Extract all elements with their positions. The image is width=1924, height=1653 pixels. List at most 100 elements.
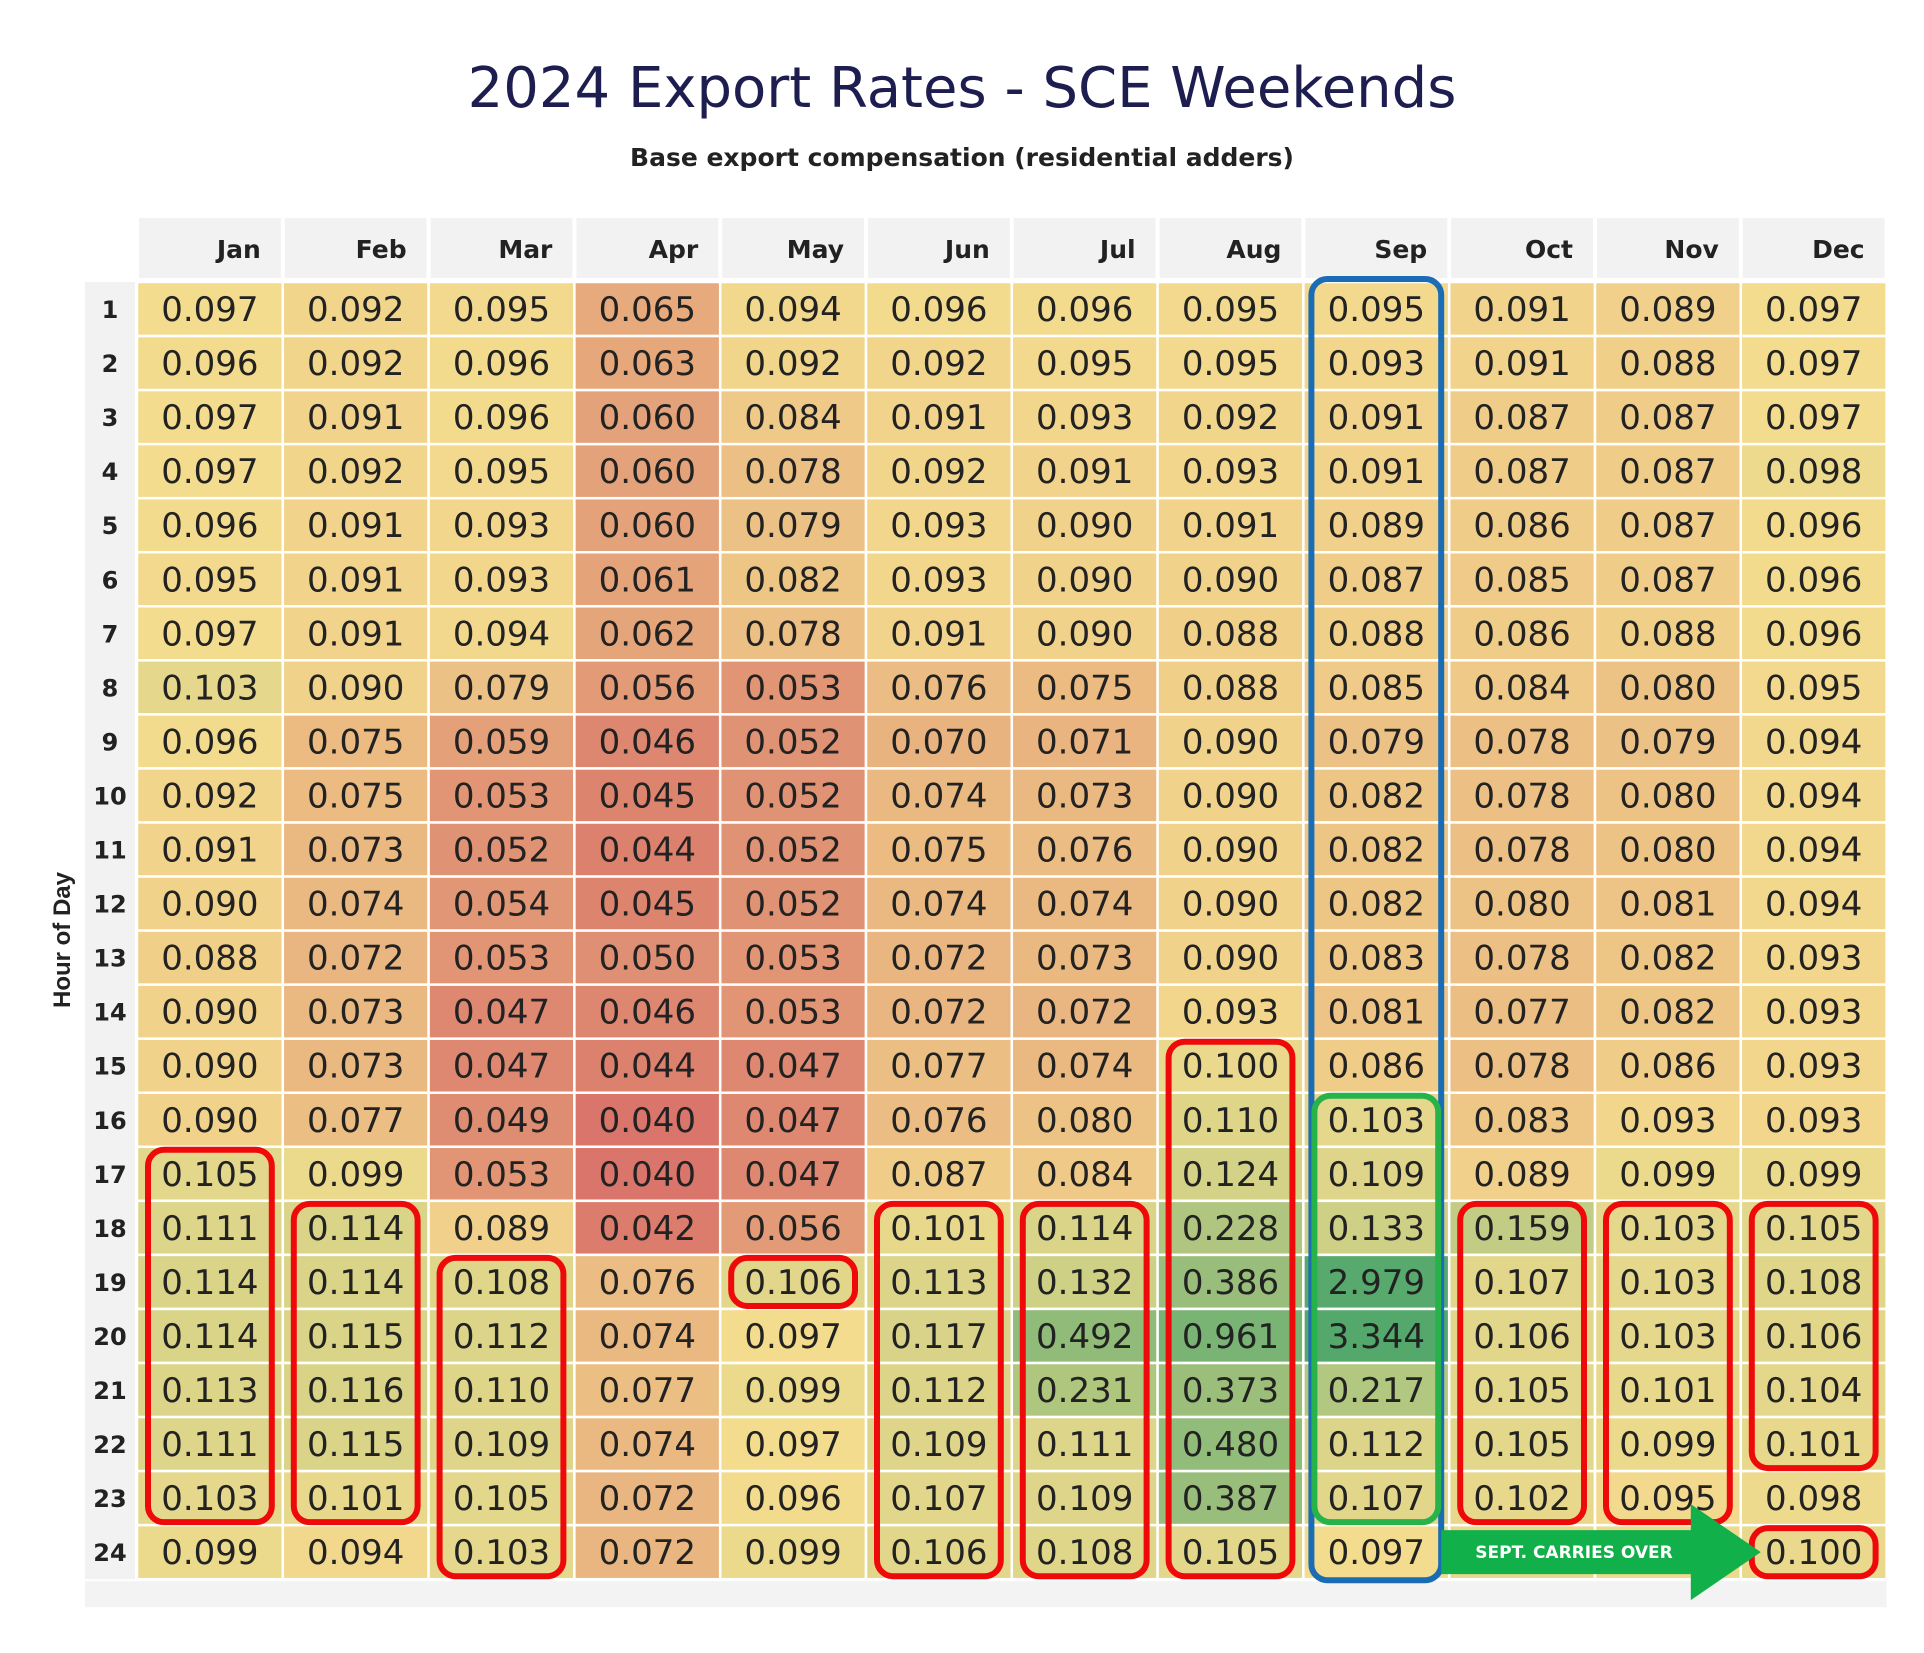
heatmap-cell bbox=[1593, 1253, 1743, 1311]
heatmap-cell bbox=[1593, 821, 1743, 878]
heatmap-cell bbox=[1302, 388, 1451, 446]
heatmap-cell bbox=[1447, 496, 1597, 554]
cell-value: 0.114 bbox=[307, 1209, 404, 1249]
cell-value: 0.070 bbox=[890, 722, 987, 762]
column-header: Dec bbox=[1812, 235, 1865, 264]
cell-value: 0.094 bbox=[1765, 831, 1862, 871]
cell-value: 0.099 bbox=[744, 1371, 841, 1411]
cell-value: 0.088 bbox=[1328, 614, 1425, 654]
cell-value: 0.090 bbox=[1182, 831, 1279, 871]
cell-value: 0.074 bbox=[599, 1317, 696, 1357]
cell-value: 0.091 bbox=[307, 560, 404, 600]
cell-value: 0.042 bbox=[599, 1209, 696, 1249]
cell-value: 0.060 bbox=[599, 506, 696, 546]
cell-value: 0.053 bbox=[744, 668, 841, 708]
cell-value: 0.091 bbox=[307, 398, 404, 438]
cell-value: 0.054 bbox=[453, 885, 550, 925]
heatmap-cell bbox=[1739, 1091, 1888, 1149]
heatmap-cell bbox=[1739, 1469, 1888, 1527]
column-headers: Jan Feb Mar Apr May Jun Jul Aug Sep Oct Nov Dec bbox=[139, 218, 1885, 278]
cell-value: 0.099 bbox=[744, 1533, 841, 1573]
heatmap-cell bbox=[281, 334, 430, 392]
heatmap-cell bbox=[1593, 442, 1743, 500]
cell-value: 0.059 bbox=[453, 722, 550, 762]
cell-value: 0.099 bbox=[307, 1155, 404, 1195]
cell-value: 0.091 bbox=[1036, 452, 1133, 492]
cell-value: 0.096 bbox=[744, 1479, 841, 1519]
cell-value: 0.093 bbox=[1765, 993, 1862, 1033]
heatmap-cell bbox=[427, 875, 576, 932]
cell-value: 0.090 bbox=[1036, 560, 1133, 600]
cell-value: 0.075 bbox=[1036, 668, 1133, 708]
cell-value: 0.105 bbox=[1182, 1533, 1279, 1573]
cell-value: 0.085 bbox=[1328, 668, 1425, 708]
cell-value: 0.107 bbox=[890, 1479, 987, 1519]
cell-value: 0.102 bbox=[1473, 1479, 1570, 1519]
cell-value: 0.075 bbox=[307, 776, 404, 816]
heatmap-cell bbox=[1156, 388, 1305, 446]
heatmap-cell bbox=[1010, 875, 1159, 932]
cell-value: 0.103 bbox=[1328, 1101, 1425, 1141]
heatmap-cell bbox=[427, 1037, 576, 1094]
cell-value: 2.979 bbox=[1328, 1263, 1425, 1303]
cell-value: 0.105 bbox=[1473, 1425, 1570, 1465]
heatmap-cell bbox=[1593, 713, 1743, 770]
heatmap-cell bbox=[427, 713, 576, 770]
heatmap-cell bbox=[135, 983, 285, 1040]
cell-value: 0.090 bbox=[1182, 939, 1279, 979]
heatmap-cell bbox=[1302, 821, 1451, 878]
cell-value: 0.095 bbox=[161, 560, 258, 600]
cell-value: 0.096 bbox=[1036, 290, 1133, 330]
cell-value: 0.053 bbox=[744, 939, 841, 979]
heatmap-cell bbox=[1156, 1469, 1305, 1527]
cell-value: 0.053 bbox=[453, 939, 550, 979]
row-label: 2 bbox=[102, 350, 119, 378]
column-header: Jun bbox=[943, 235, 990, 264]
cell-value: 0.112 bbox=[890, 1371, 987, 1411]
row-label: 10 bbox=[93, 782, 126, 810]
cell-value: 0.092 bbox=[1182, 398, 1279, 438]
heatmap-cell bbox=[864, 551, 1014, 608]
cell-value: 0.098 bbox=[1765, 452, 1862, 492]
column-header: Jan bbox=[215, 235, 261, 264]
cell-value: 0.083 bbox=[1473, 1101, 1570, 1141]
heatmap-cell bbox=[1447, 1415, 1597, 1473]
cell-value: 0.078 bbox=[1473, 831, 1570, 871]
heatmap-cell bbox=[135, 1415, 285, 1473]
cell-value: 0.092 bbox=[744, 344, 841, 384]
cell-value: 0.096 bbox=[1765, 614, 1862, 654]
cell-value: 0.053 bbox=[744, 993, 841, 1033]
cell-value: 0.095 bbox=[453, 290, 550, 330]
cell-value: 0.097 bbox=[161, 290, 258, 330]
cell-value: 0.103 bbox=[161, 668, 258, 708]
cell-value: 0.047 bbox=[744, 1101, 841, 1141]
cell-value: 0.079 bbox=[1619, 722, 1716, 762]
cell-value: 0.086 bbox=[1619, 1047, 1716, 1087]
cell-value: 0.052 bbox=[744, 885, 841, 925]
heatmap-cell bbox=[573, 659, 722, 716]
heatmap-cell bbox=[281, 767, 430, 824]
cell-value: 0.079 bbox=[453, 668, 550, 708]
cell-value: 0.095 bbox=[1036, 344, 1133, 384]
cell-value: 0.047 bbox=[744, 1047, 841, 1087]
heatmap-cell bbox=[1593, 983, 1743, 1040]
cell-value: 0.078 bbox=[1473, 776, 1570, 816]
cell-value: 0.089 bbox=[1619, 290, 1716, 330]
cell-value: 0.096 bbox=[161, 344, 258, 384]
heatmap-cell bbox=[1302, 983, 1451, 1040]
row-label: 8 bbox=[102, 674, 119, 702]
cell-value: 0.097 bbox=[1328, 1533, 1425, 1573]
cell-value: 0.087 bbox=[890, 1155, 987, 1195]
cell-value: 0.091 bbox=[890, 614, 987, 654]
cell-value: 0.091 bbox=[307, 506, 404, 546]
cell-value: 0.101 bbox=[307, 1479, 404, 1519]
heatmap-cell bbox=[1739, 1307, 1888, 1365]
heatmap-cell bbox=[1010, 1253, 1159, 1311]
heatmap-cell bbox=[135, 1469, 285, 1527]
column-header-bg bbox=[576, 218, 719, 278]
cell-value: 0.109 bbox=[890, 1425, 987, 1465]
cell-value: 0.090 bbox=[1182, 776, 1279, 816]
cell-value: 0.101 bbox=[890, 1209, 987, 1249]
cell-value: 3.344 bbox=[1328, 1317, 1425, 1357]
